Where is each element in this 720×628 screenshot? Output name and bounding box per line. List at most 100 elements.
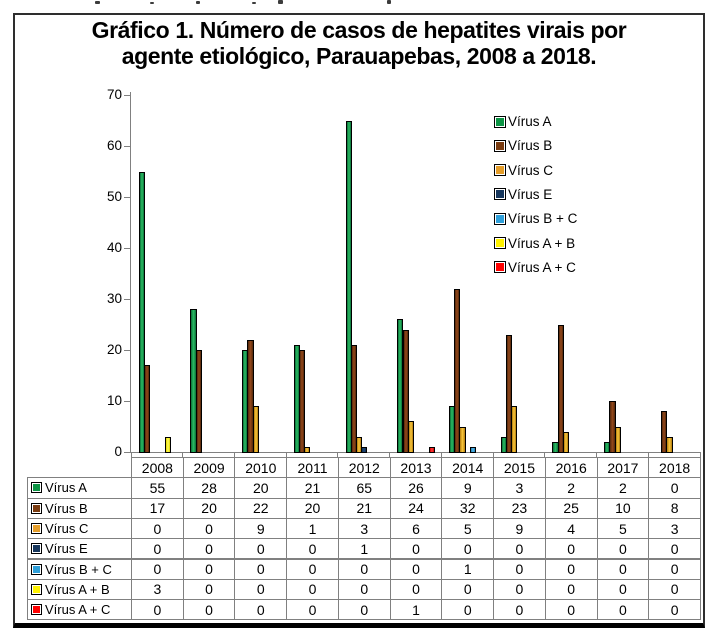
table-value-cell: 0 xyxy=(131,517,184,540)
table-value-cell: 4 xyxy=(544,517,598,540)
table-value-cell: 22 xyxy=(234,497,288,519)
bar-v-rus-c xyxy=(666,436,673,453)
bar-v-rus-c xyxy=(252,406,259,453)
table-value-cell: 0 xyxy=(131,599,184,621)
table-row-series-name: Vírus B + C xyxy=(45,561,112,577)
legend-entry: Vírus E xyxy=(494,186,674,203)
table-header-year: 2018 xyxy=(648,457,701,479)
x-axis-tickmark xyxy=(647,452,649,458)
bar-v-rus-b xyxy=(247,339,254,453)
table-value-cell: 0 xyxy=(493,538,546,560)
table-value-cell: 0 xyxy=(596,599,650,621)
table-value-cell: 0 xyxy=(493,599,546,621)
table-value-cell: 0 xyxy=(596,538,650,560)
x-axis-tickmark xyxy=(389,452,391,458)
table-value-cell: 0 xyxy=(286,599,339,621)
bar-v-rus-b xyxy=(557,324,564,453)
table-header-year: 2016 xyxy=(544,457,598,479)
table-row-series-name: Vírus B xyxy=(45,500,88,516)
bar-v-rus-c xyxy=(407,421,414,453)
table-value-cell: 0 xyxy=(544,599,598,621)
legend-swatch-icon xyxy=(494,164,506,177)
legend-entry: Vírus B xyxy=(494,137,674,154)
table-header-year: 2017 xyxy=(596,457,650,479)
table-header-year: 2013 xyxy=(389,457,443,479)
table-value-cell: 1 xyxy=(389,599,443,621)
table-row-series-name: Vírus E xyxy=(45,541,88,557)
table-value-cell: 10 xyxy=(596,497,650,519)
legend-label: Vírus C xyxy=(508,162,554,178)
bar-v-rus-a-c xyxy=(428,446,435,453)
table-value-cell: 1 xyxy=(441,558,495,580)
table-value-cell: 0 xyxy=(286,578,339,601)
y-axis-tick-label: 30 xyxy=(106,291,122,306)
legend-swatch-icon xyxy=(494,188,506,201)
table-row-swatch-icon xyxy=(31,502,42,514)
y-axis-tick-label: 10 xyxy=(106,393,122,408)
table-value-cell: 0 xyxy=(234,578,288,601)
y-axis-tickmark xyxy=(124,197,131,198)
table-value-cell: 0 xyxy=(544,578,598,601)
table-value-cell: 17 xyxy=(131,497,184,519)
table-value-cell: 26 xyxy=(389,477,443,499)
table-value-cell: 0 xyxy=(286,558,339,580)
table-value-cell: 32 xyxy=(441,497,495,519)
table-header-year: 2009 xyxy=(182,457,236,479)
table-header-year: 2012 xyxy=(337,457,391,479)
y-axis-tickmark xyxy=(124,452,131,453)
table-value-cell: 0 xyxy=(337,578,391,601)
y-axis-tick-label: 40 xyxy=(106,240,122,255)
table-value-cell: 3 xyxy=(337,517,391,540)
x-axis-tickmark xyxy=(699,452,701,458)
y-axis-tickmark xyxy=(124,299,131,300)
table-value-cell: 20 xyxy=(182,497,236,519)
y-axis-tickmark xyxy=(124,401,131,402)
y-axis-tick-label: 0 xyxy=(114,444,122,459)
bar-v-rus-c xyxy=(511,406,518,453)
legend-swatch-icon xyxy=(494,261,506,274)
legend-entry: Vírus A + B xyxy=(494,235,674,252)
table-value-cell: 0 xyxy=(182,538,236,560)
x-axis-tickmark xyxy=(596,452,598,458)
y-axis-tickmark xyxy=(124,350,131,351)
table-value-cell: 0 xyxy=(596,558,650,580)
table-value-cell: 20 xyxy=(286,497,339,519)
table-value-cell: 20 xyxy=(234,477,288,499)
table-value-cell: 3 xyxy=(493,477,546,499)
table-value-cell: 21 xyxy=(337,497,391,519)
legend-swatch-icon xyxy=(494,237,506,249)
x-axis-tickmark xyxy=(182,452,184,458)
bar-v-rus-b xyxy=(143,365,151,453)
bar-v-rus-a xyxy=(345,120,352,453)
table-value-cell: 0 xyxy=(596,578,650,601)
table-row-label: Vírus A + C xyxy=(27,599,132,621)
bar-v-rus-b xyxy=(195,350,202,453)
legend-entry: Vírus A xyxy=(494,113,674,130)
table-row-swatch-icon xyxy=(31,482,42,494)
x-axis-tickmark xyxy=(544,452,546,458)
x-axis-tickmark xyxy=(233,452,235,458)
bar-v-rus-b xyxy=(402,329,409,453)
table-value-cell: 0 xyxy=(131,538,184,560)
bar-v-rus-b xyxy=(299,350,306,453)
table-value-cell: 2 xyxy=(544,477,598,499)
table-value-cell: 0 xyxy=(493,578,546,601)
y-axis-tickmark xyxy=(124,248,131,249)
table-value-cell: 0 xyxy=(544,558,598,580)
table-value-cell: 0 xyxy=(441,538,495,560)
y-axis-tickmark xyxy=(124,95,131,96)
table-value-cell: 0 xyxy=(648,477,701,499)
x-axis-tickmark xyxy=(130,452,132,458)
table-value-cell: 0 xyxy=(441,578,495,601)
table-value-cell: 0 xyxy=(131,558,184,580)
bar-v-rus-b xyxy=(454,288,461,453)
table-header-year: 2015 xyxy=(493,457,546,479)
bar-v-rus-b xyxy=(505,334,513,453)
bar-v-rus-b-c xyxy=(469,446,476,453)
bar-v-rus-e xyxy=(361,446,368,453)
bar-v-rus-b xyxy=(661,411,668,453)
table-value-cell: 0 xyxy=(182,578,236,601)
table-value-cell: 1 xyxy=(286,517,339,540)
